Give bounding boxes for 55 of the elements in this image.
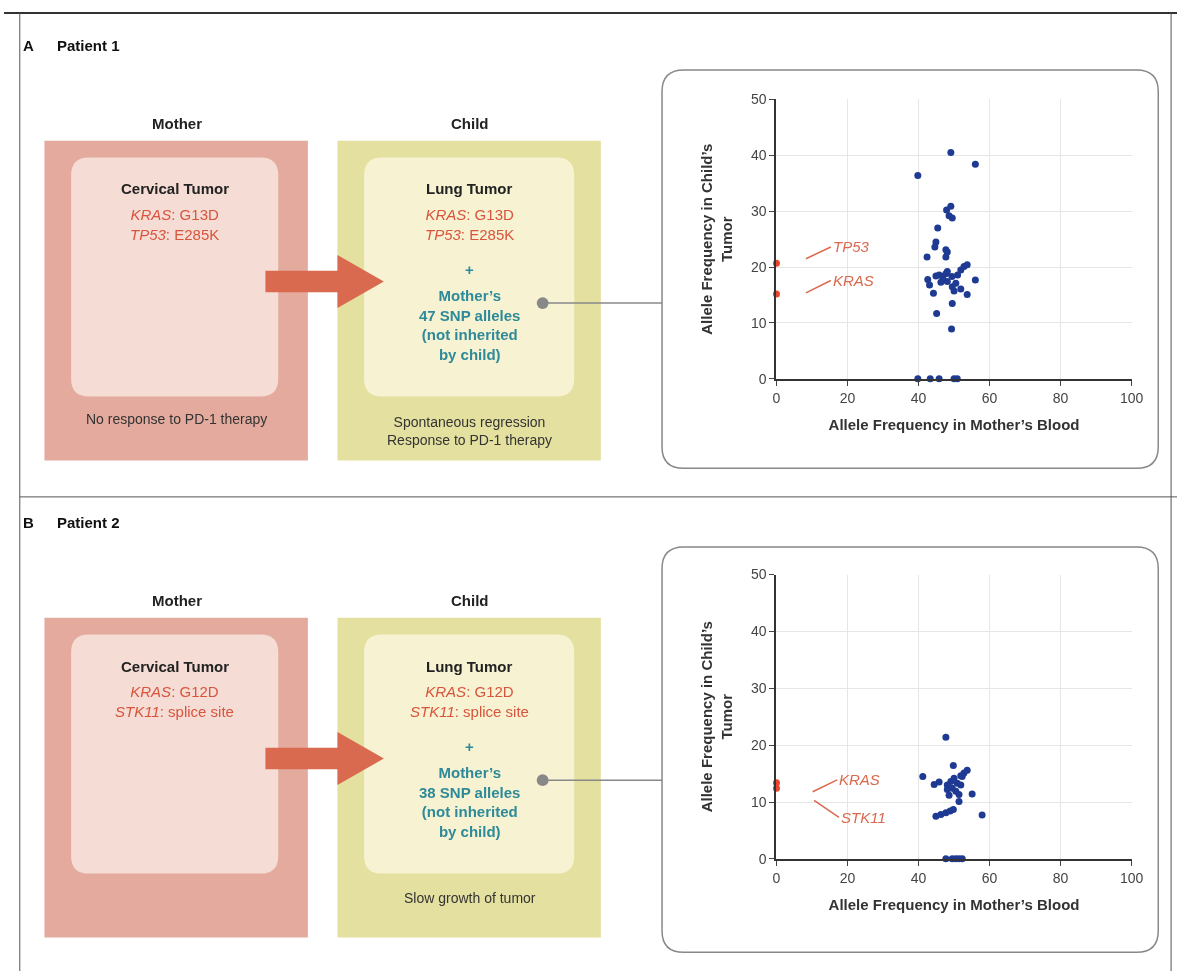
text: Mother [152,592,203,609]
text: Child [451,592,489,609]
text: KRAS: G13D TP53: E285K [425,206,515,243]
y-tick-label: 10 [751,314,767,331]
y-tick-label: 30 [751,203,767,220]
y-tick-label: 40 [751,147,767,164]
text: Slow growth of tumor [404,890,536,906]
annotation: TP53 [833,238,870,255]
y-axis-title: Allele Frequency in Child’s Tumor [698,621,735,813]
y-tick-label: 30 [751,680,767,697]
x-tick-label: 40 [910,869,927,886]
y-tick-label: 40 [751,623,767,640]
annotation: KRAS [839,771,880,788]
x-tick-label: 20 [839,389,856,406]
text: Lung Tumor [426,658,513,675]
text: Mother [152,115,203,132]
x-tick-label: 60 [981,869,998,886]
text: KRAS: G13D TP53: E285K [130,206,220,243]
y-axis-title: Allele Frequency in Child’s Tumor [698,143,735,335]
text: Patient 1 [57,37,120,54]
y-tick-label: 20 [751,737,767,754]
text: + [465,261,474,278]
text: KRAS: G12D STK11: splice site [115,683,234,720]
y-tick-label: 50 [751,91,767,108]
text: No response to PD-1 therapy [86,411,268,427]
text: Lung Tumor [426,180,513,197]
text: Cervical Tumor [121,658,230,675]
text: + [465,738,474,755]
x-tick-label: 100 [1119,389,1144,406]
text: Child [451,115,489,132]
x-tick-label: 80 [1052,389,1069,406]
annotation: KRAS [833,272,874,289]
text: B [23,514,34,531]
x-tick-label: 0 [772,389,781,406]
text: Mother’s 47 SNP alleles (not inherited by child) [419,287,521,363]
text: Spontaneous regression Response to PD-1 therapy [387,414,552,449]
x-tick-label: 80 [1052,869,1069,886]
x-axis-title: Allele Frequency in Mother’s Blood [828,896,1080,914]
y-tick-label: 0 [758,370,767,387]
x-tick-label: 40 [910,389,927,406]
x-tick-label: 100 [1119,869,1144,886]
text: KRAS: G12D STK11: splice site [410,683,529,720]
y-tick-label: 0 [758,850,767,867]
y-tick-label: 20 [751,259,767,275]
annotation: STK11 [841,809,886,826]
text: Patient 2 [57,514,120,531]
text: Mother’s 38 SNP alleles (not inherited by child) [419,764,521,840]
text: Cervical Tumor [121,180,230,197]
x-axis-title: Allele Frequency in Mother’s Blood [828,416,1080,434]
text: A [23,37,34,54]
x-tick-label: 60 [981,389,998,406]
y-tick-label: 10 [751,793,767,810]
x-tick-label: 20 [839,869,856,886]
y-tick-label: 50 [751,566,767,583]
x-tick-label: 0 [772,869,781,886]
